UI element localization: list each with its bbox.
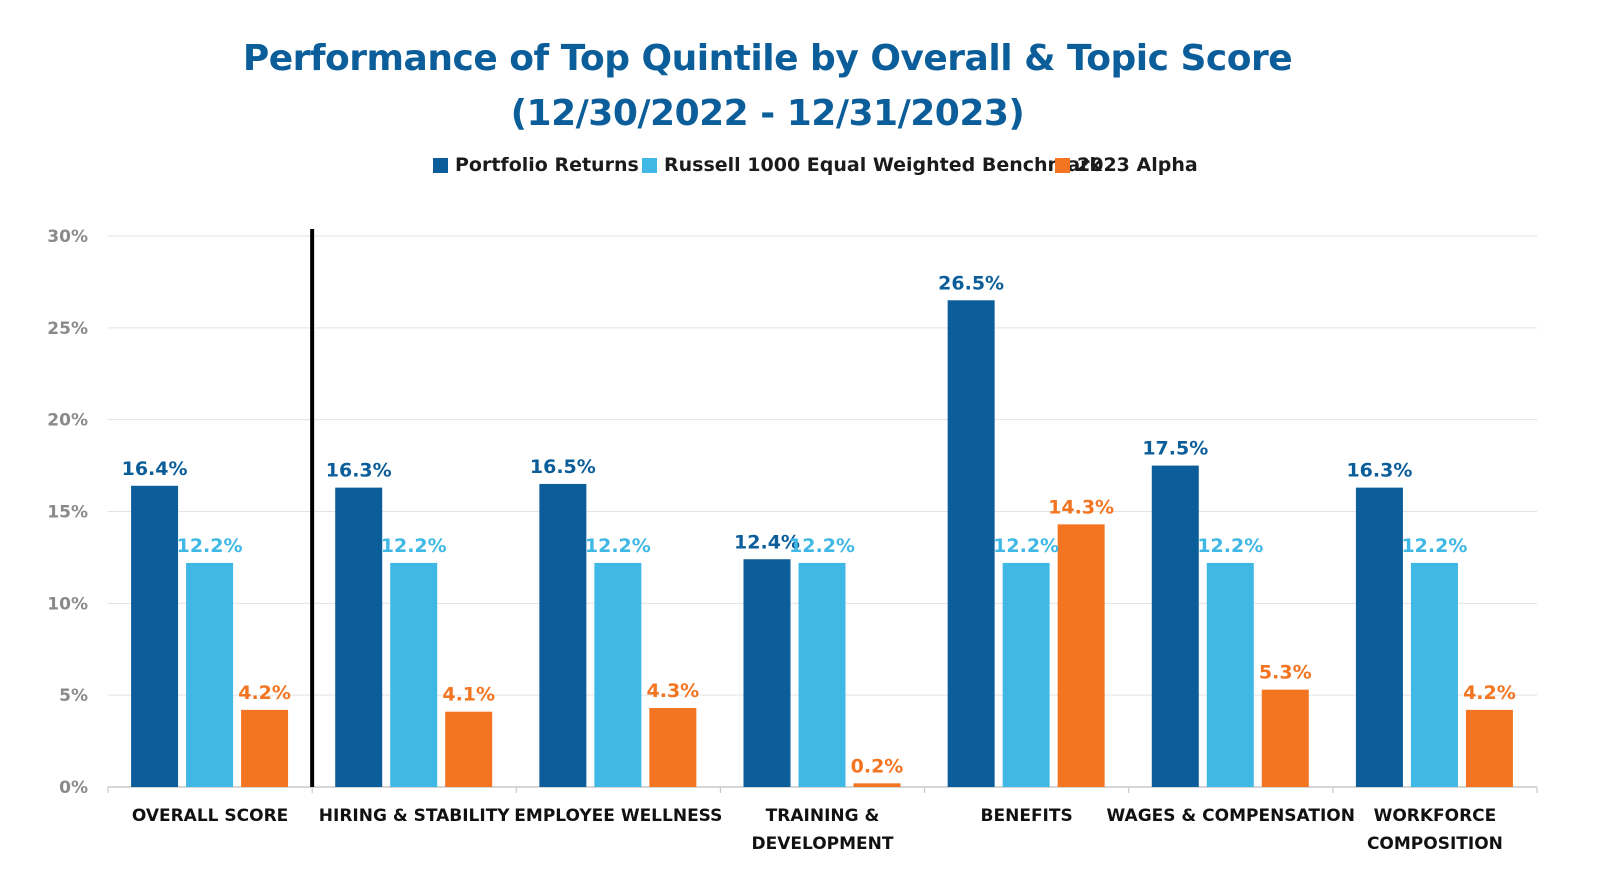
data-label: 4.2%	[238, 682, 291, 704]
legend-label-russell-benchmark: Russell 1000 Equal Weighted Benchmark	[664, 154, 1103, 176]
bar-portfolio-returns	[1355, 487, 1403, 787]
bar-russell-1000-equal-weighted-benchmark	[1410, 562, 1458, 787]
x-category-label: BENEFITS	[981, 806, 1073, 826]
bar-portfolio-returns	[131, 485, 179, 787]
legend-swatch-portfolio-returns	[433, 157, 448, 173]
y-tick-label: 20%	[47, 411, 88, 431]
x-category-label: HIRING & STABILITY	[319, 806, 511, 826]
data-label: 12.4%	[734, 531, 800, 553]
legend-swatch-2023-alpha	[1055, 157, 1070, 173]
bar-portfolio-returns	[335, 487, 383, 787]
bar-portfolio-returns	[1151, 465, 1199, 787]
data-label: 12.2%	[789, 535, 855, 557]
data-label: 0.2%	[851, 755, 904, 777]
data-label: 12.2%	[381, 535, 447, 557]
bar-russell-1000-equal-weighted-benchmark	[186, 562, 234, 787]
bar-portfolio-returns	[539, 483, 587, 787]
legend: Portfolio Returns Russell 1000 Equal Wei…	[0, 154, 1600, 184]
x-category-label: COMPOSITION	[1367, 834, 1503, 854]
legend-item-russell-benchmark: Russell 1000 Equal Weighted Benchmark	[642, 154, 1102, 176]
bar-2023-alpha	[1261, 689, 1309, 787]
bar-2023-alpha	[853, 783, 901, 787]
bar-russell-1000-equal-weighted-benchmark	[1206, 562, 1254, 787]
data-label: 4.3%	[647, 680, 700, 702]
x-category-label: EMPLOYEE WELLNESS	[514, 806, 722, 826]
bar-russell-1000-equal-weighted-benchmark	[390, 562, 438, 787]
y-tick-label: 0%	[59, 778, 88, 798]
data-labels: 16.4% 12.2% 4.2% 16.3% 12.2% 4.1% 16.5% 12.2% 4.…	[122, 272, 1516, 777]
data-label: 16.3%	[1346, 460, 1412, 482]
bar-portfolio-returns	[947, 300, 995, 787]
bar-2023-alpha	[649, 708, 697, 787]
legend-item-2023-alpha: 2023 Alpha	[1055, 154, 1198, 176]
x-category-label: WAGES & COMPENSATION	[1107, 806, 1355, 826]
chart-subtitle: (12/30/2022 - 12/31/2023)	[510, 93, 1025, 134]
legend-label-portfolio-returns: Portfolio Returns	[455, 154, 639, 176]
x-category-label: WORKFORCE	[1374, 806, 1497, 826]
y-axis-ticks: 0% 5% 10% 15% 20% 25% 30%	[47, 227, 88, 798]
y-tick-label: 15%	[47, 503, 88, 523]
data-label: 14.3%	[1048, 496, 1114, 518]
data-label: 16.3%	[326, 460, 392, 482]
bar-portfolio-returns	[743, 559, 791, 787]
chart-title: Performance of Top Quintile by Overall &…	[242, 38, 1293, 79]
data-label: 12.2%	[1401, 535, 1467, 557]
data-label: 12.2%	[993, 535, 1059, 557]
data-label: 12.2%	[585, 535, 651, 557]
data-label: 16.5%	[530, 456, 596, 478]
data-label: 16.4%	[122, 458, 188, 480]
y-tick-label: 5%	[59, 686, 88, 706]
bar-russell-1000-equal-weighted-benchmark	[594, 562, 642, 787]
x-category-label: TRAINING &	[766, 806, 880, 826]
bar-russell-1000-equal-weighted-benchmark	[1002, 562, 1050, 787]
data-label: 4.1%	[442, 684, 495, 706]
bar-2023-alpha	[1057, 524, 1105, 787]
data-label: 17.5%	[1142, 438, 1208, 460]
data-label: 26.5%	[938, 272, 1004, 294]
data-label: 12.2%	[1197, 535, 1263, 557]
x-category-label: OVERALL SCORE	[132, 806, 288, 826]
data-label: 4.2%	[1463, 682, 1516, 704]
y-tick-label: 25%	[47, 319, 88, 339]
bar-2023-alpha	[445, 711, 493, 787]
bar-russell-1000-equal-weighted-benchmark	[798, 562, 846, 787]
y-tick-label: 30%	[47, 227, 88, 247]
data-label: 12.2%	[177, 535, 243, 557]
y-tick-label: 10%	[47, 594, 88, 614]
bar-2023-alpha	[1465, 709, 1513, 787]
legend-label-2023-alpha: 2023 Alpha	[1077, 154, 1198, 176]
bars	[131, 300, 1513, 787]
x-category-label: DEVELOPMENT	[752, 834, 894, 854]
bar-2023-alpha	[241, 709, 289, 787]
legend-swatch-russell-benchmark	[642, 157, 657, 173]
data-label: 5.3%	[1259, 662, 1312, 684]
legend-item-portfolio-returns: Portfolio Returns	[433, 154, 639, 176]
